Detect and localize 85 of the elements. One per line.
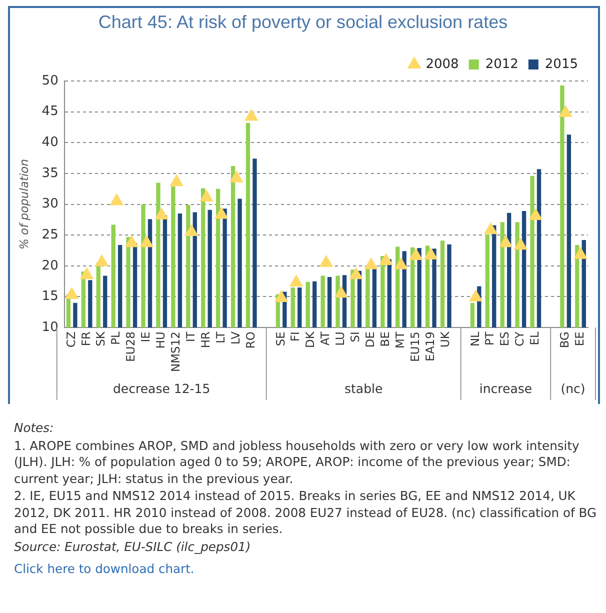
x-tick-label: AT xyxy=(318,330,332,346)
x-tick-label: PL xyxy=(108,330,123,345)
point xyxy=(140,236,154,248)
point xyxy=(364,258,378,270)
point xyxy=(95,254,108,266)
x-tick-label: LU xyxy=(333,332,348,346)
x-tick-label: EU28 xyxy=(124,332,138,362)
point xyxy=(394,258,408,270)
x-tick-label: IT xyxy=(184,330,198,342)
x-tick-label: ES xyxy=(498,332,512,346)
x-tick-label: BE xyxy=(378,332,392,347)
x-tick-label: HU xyxy=(154,332,168,349)
point xyxy=(379,253,393,265)
annotation: stable xyxy=(344,381,383,396)
x-tick-label: PT xyxy=(482,330,497,346)
point xyxy=(574,247,588,259)
legend-label: 2008 xyxy=(426,56,459,72)
y-tick-label: 50 xyxy=(42,73,58,88)
x-tick-label: NMS12 xyxy=(168,332,183,372)
annotation: (nc) xyxy=(560,381,586,396)
text: Notes: xyxy=(14,420,55,436)
x-tick-label: SE xyxy=(273,332,288,346)
source-note: Source: Eurostat, EU-SILC (ilc_peps01) xyxy=(14,538,252,555)
point xyxy=(214,207,228,219)
point xyxy=(200,190,214,202)
y-tick-label: 10 xyxy=(42,320,58,335)
x-tick-label: SI xyxy=(348,332,362,342)
y-tick-label: 30 xyxy=(42,196,58,212)
chart-title: Chart 45: At risk of poverty or social exclusion rates xyxy=(97,12,509,33)
x-tick-label: DE xyxy=(363,332,378,348)
text: 1. AROPE combines AROP, SMD and jobless households with zero or very low work intensity (JLH). JLH: % of population aged 0 to 59; AROPE, AROP: income of the previous year; SMD: current year; JLH: status in the previous year. xyxy=(14,438,580,487)
y-axis-title: % of population xyxy=(16,159,31,250)
x-tick-label: EE xyxy=(572,332,587,346)
point xyxy=(514,238,528,250)
point xyxy=(110,194,124,206)
x-tick-label: NL xyxy=(468,330,482,347)
point xyxy=(65,287,78,299)
point xyxy=(244,109,258,121)
point xyxy=(170,174,184,186)
point xyxy=(80,268,94,280)
x-tick-label: BG xyxy=(558,332,572,348)
y-tick-label: 35 xyxy=(42,166,58,181)
point xyxy=(409,248,423,260)
y-tick-label: 20 xyxy=(42,258,58,274)
point xyxy=(184,224,198,236)
annotation: decrease 12-15 xyxy=(112,381,210,396)
x-tick-label: CY xyxy=(512,330,527,346)
x-tick-label: LT xyxy=(213,330,228,344)
x-tick-label: UK xyxy=(438,331,452,348)
point xyxy=(484,222,498,234)
x-tick-label: FI xyxy=(288,332,302,342)
text: Click here to download chart. xyxy=(14,561,196,578)
legend-label: 2015 xyxy=(544,56,578,72)
point xyxy=(469,290,482,302)
y-tick-label: 15 xyxy=(42,289,58,304)
y-tick-label: 40 xyxy=(42,135,58,150)
y-tick-label: 45 xyxy=(42,104,58,120)
x-tick-label: EL xyxy=(528,330,542,346)
text: 2. IE, EU15 and NMS12 2014 instead of 2015. Breaks in series BG, EE and NMS12 2014, UK 2012, DK 2011. HR 2010 instead of 2008. 2008 EU27 instead of EU28. (nc) classification of BG and EE not possible due to breaks in series. xyxy=(14,488,598,538)
point xyxy=(290,275,303,287)
x-tick-label: CZ xyxy=(64,331,78,348)
x-tick-label: EU15 xyxy=(408,332,422,362)
x-tick-label: DK xyxy=(303,331,318,348)
y-tick-label: 25 xyxy=(42,227,58,242)
x-tick-label: HR xyxy=(198,332,212,348)
x-tick-label: IE xyxy=(138,332,153,342)
x-tick-label: FR xyxy=(78,332,93,346)
x-tick-label: EA19 xyxy=(422,332,437,362)
point xyxy=(274,290,288,302)
x-tick-label: LV xyxy=(228,331,242,345)
point xyxy=(320,255,333,267)
legend-label: 2012 xyxy=(485,56,518,72)
x-tick-label: RO xyxy=(243,332,258,349)
point xyxy=(499,236,512,248)
x-tick-label: SK xyxy=(94,331,108,346)
point xyxy=(155,208,168,220)
point xyxy=(230,170,243,182)
point xyxy=(558,106,572,118)
point xyxy=(334,286,348,298)
point xyxy=(125,236,138,248)
point xyxy=(350,268,363,280)
annotation: increase xyxy=(479,381,532,396)
point xyxy=(529,208,542,220)
x-tick-label: MT xyxy=(392,330,407,348)
point xyxy=(424,248,438,260)
